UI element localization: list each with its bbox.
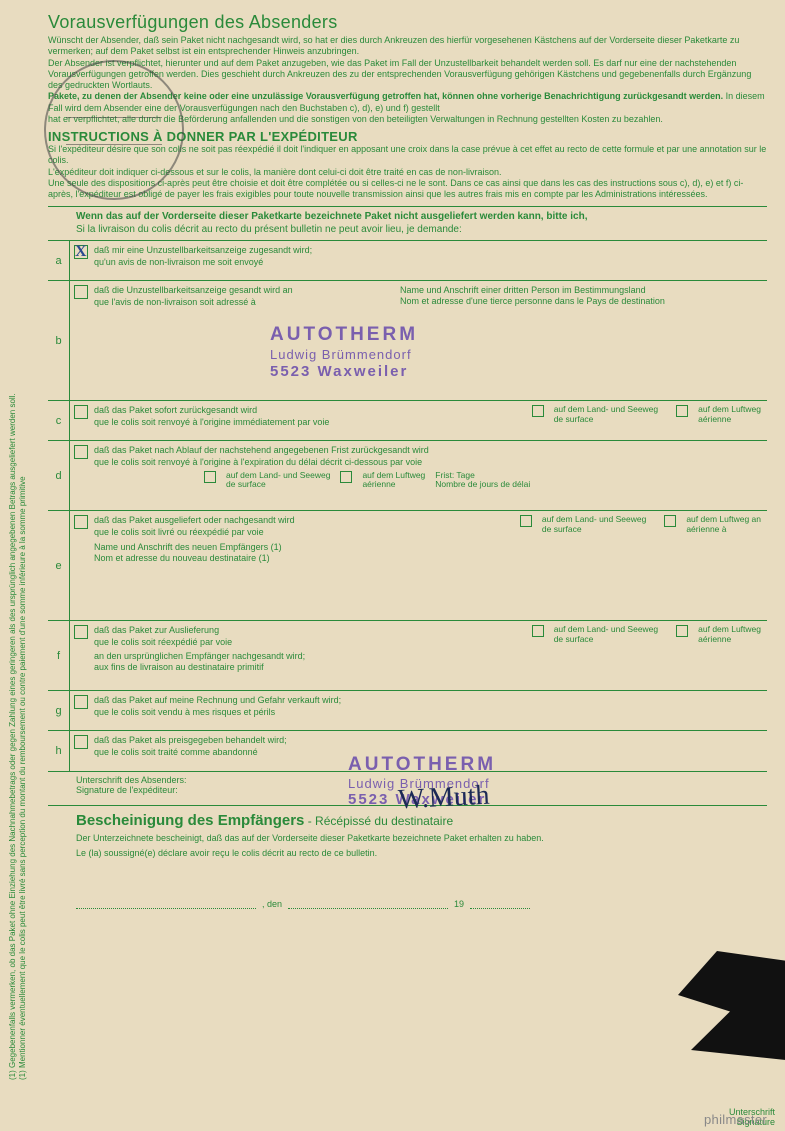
checkbox-e-air[interactable] (664, 515, 676, 527)
c-s1-fr: de surface (554, 414, 594, 424)
footer-title-row: Bescheinigung des Empfängers - Récépissé… (76, 812, 763, 830)
checkbox-a-mark: X (75, 242, 87, 262)
option-c: c daß das Paket sofort zurückgesandt wir… (48, 401, 767, 441)
c-s2-fr: aérienne (698, 414, 731, 424)
intro-fr1: Si l'expéditeur désire que son colis ne … (48, 144, 767, 167)
year-blank[interactable] (470, 899, 530, 909)
checkbox-h[interactable] (74, 735, 88, 749)
opt-e-extra-de: Name und Anschrift des neuen Empfängers … (94, 542, 763, 553)
checkbox-d-surface[interactable] (204, 471, 216, 483)
opt-f-tail-de: an den ursprünglichen Empfänger nachgesa… (94, 651, 763, 662)
option-h-letter: h (48, 731, 70, 771)
option-f-letter: f (48, 621, 70, 690)
checkbox-e[interactable] (74, 515, 88, 529)
opt-g-de: daß das Paket auf meine Rechnung und Gef… (94, 695, 763, 706)
footer-line-fr: Le (la) soussigné(e) déclare avoir reçu … (76, 848, 763, 859)
footer-title-fr: - Récépissé du destinataire (304, 814, 453, 828)
f-s1-fr: de surface (554, 634, 594, 644)
option-c-letter: c (48, 401, 70, 440)
d-s2-fr: aérienne (362, 479, 395, 489)
checkbox-d-air[interactable] (340, 471, 352, 483)
opt-g-fr: que le colis soit vendu à mes risques et… (94, 707, 763, 718)
checkbox-c-surface[interactable] (532, 405, 544, 417)
opt-d-de: daß das Paket nach Ablauf der nachstehen… (94, 445, 763, 456)
checkbox-a[interactable]: X (74, 245, 88, 259)
side-l2: (1) Mentionner éventuellement que le col… (18, 180, 28, 1080)
opt-b-right-fr: Nom et adresse d'une tierce personne dan… (400, 296, 665, 307)
intro-p2: Der Absender ist verpflichtet, hierunter… (48, 58, 767, 92)
date-line: , den 19 (76, 899, 763, 909)
checkbox-f[interactable] (74, 625, 88, 639)
stamp-autotherm-1: AUTOTHERM Ludwig Brümmendorf 5523 Waxwei… (270, 323, 418, 382)
opt-h-de: daß das Paket als preisgegeben behandelt… (94, 735, 763, 746)
option-e-letter: e (48, 511, 70, 620)
sig-fr: Signature de l'expéditeur: (76, 785, 763, 795)
checkbox-d[interactable] (74, 445, 88, 459)
e-s1-fr: de surface (542, 524, 582, 534)
form-area: Wenn das auf der Vorderseite dieser Pake… (48, 206, 767, 913)
checkbox-f-air[interactable] (676, 625, 688, 637)
opt-e-extra-fr: Nom et adresse du nouveau destinataire (… (94, 553, 763, 564)
stamp1-l2: Ludwig Brümmendorf (270, 347, 418, 363)
checkbox-g[interactable] (74, 695, 88, 709)
option-a: a X daß mir eine Unzustellbarkeitsanzeig… (48, 241, 767, 281)
stamp1-l1: AUTOTHERM (270, 323, 418, 347)
opt-a-fr: qu'un avis de non-livraison me soit envo… (94, 257, 763, 268)
signature-row: Unterschrift des Absenders: Signature de… (48, 771, 767, 805)
checkbox-b[interactable] (74, 285, 88, 299)
lead-row: Wenn das auf der Vorderseite dieser Pake… (48, 207, 767, 241)
checkbox-c-air[interactable] (676, 405, 688, 417)
intro-fr3: Une seule des dispositions ci-après peut… (48, 178, 767, 201)
side-footnote: (1) Gegebenenfalls vermerken, ob das Pak… (8, 180, 28, 1080)
opt-d-fr: que le colis soit renvoyé à l'origine à … (94, 457, 763, 468)
intro-p4: hat er verpflichtet, alle durch die Befö… (48, 114, 767, 125)
e-s2-fr: aérienne à (686, 524, 726, 534)
day-blank[interactable] (288, 899, 448, 909)
watermark: philmaster (704, 1112, 767, 1127)
footer-line-de: Der Unterzeichnete bescheinigt, daß das … (76, 833, 763, 844)
opt-b-right: Name und Anschrift einer dritten Person … (400, 285, 665, 307)
header-title: Vorausverfügungen des Absenders (48, 12, 767, 33)
option-g: g daß das Paket auf meine Rechnung und G… (48, 691, 767, 731)
lead-de: Wenn das auf der Vorderseite dieser Pake… (76, 211, 763, 224)
option-h: h daß das Paket als preisgegeben behande… (48, 731, 767, 771)
option-d-letter: d (48, 441, 70, 510)
stamp1-l3: 5523 Waxweiler (270, 363, 418, 382)
opt-f-tail-fr: aux fins de livraison au destinataire pr… (94, 662, 763, 673)
intro-fr2: L'expéditeur doit indiquer ci-dessous et… (48, 167, 767, 178)
den-label: , den (262, 899, 282, 909)
option-e: e daß das Paket ausgeliefert oder nachge… (48, 511, 767, 621)
opt-b-right-de: Name und Anschrift einer dritten Person … (400, 285, 665, 296)
lead-fr: Si la livraison du colis décrit au recto… (76, 224, 763, 237)
option-g-letter: g (48, 691, 70, 730)
subhead-fr: INSTRUCTIONS À DONNER PAR L'EXPÉDITEUR (48, 129, 767, 144)
f-s2-fr: aérienne (698, 634, 731, 644)
option-d: d daß das Paket nach Ablauf der nachsteh… (48, 441, 767, 511)
place-blank[interactable] (76, 899, 256, 909)
d-s1-fr: de surface (226, 479, 266, 489)
sig-de: Unterschrift des Absenders: (76, 775, 763, 785)
opt-h-fr: que le colis soit traité comme abandonné (94, 747, 763, 758)
checkbox-c[interactable] (74, 405, 88, 419)
option-f: f daß das Paket zur Auslieferung que le … (48, 621, 767, 691)
checkbox-e-surface[interactable] (520, 515, 532, 527)
year-prefix: 19 (454, 899, 464, 909)
option-a-letter: a (48, 241, 70, 280)
footer-section: Bescheinigung des Empfängers - Récépissé… (48, 805, 767, 913)
checkbox-f-surface[interactable] (532, 625, 544, 637)
side-l1: (1) Gegebenenfalls vermerken, ob das Pak… (8, 180, 18, 1080)
d-s3-fr: Nombre de jours de délai (435, 479, 530, 489)
option-b-letter: b (48, 281, 70, 400)
intro-p3-bold: Pakete, zu denen der Absender keine oder… (48, 91, 723, 101)
intro-p3: Pakete, zu denen der Absender keine oder… (48, 91, 767, 114)
opt-a-de: daß mir eine Unzustellbarkeitsanzeige zu… (94, 245, 763, 256)
option-b: b daß die Unzustellbarkeitsanzeige gesan… (48, 281, 767, 401)
footer-title-de: Bescheinigung des Empfängers (76, 812, 304, 829)
intro-p1: Wünscht der Absender, daß sein Paket nic… (48, 35, 767, 58)
